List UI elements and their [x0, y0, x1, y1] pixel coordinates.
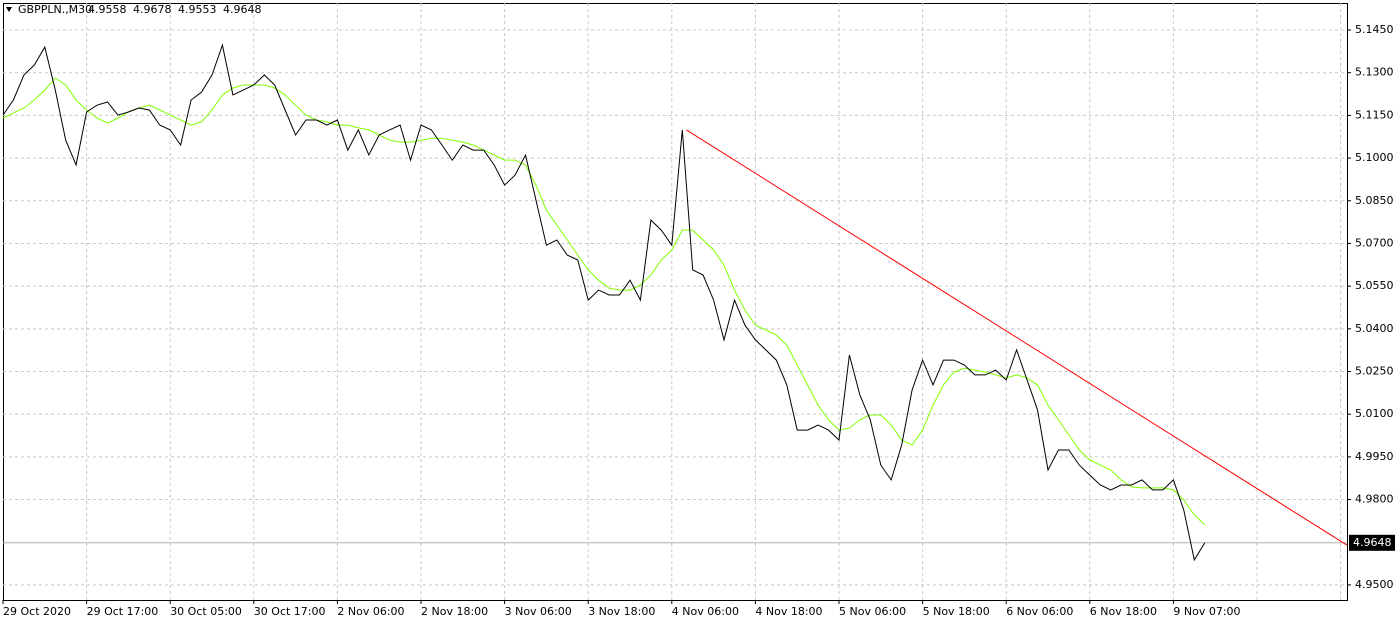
y-tick-label: 5.0550: [1355, 279, 1394, 292]
x-tick-label: 2 Nov 06:00: [337, 605, 404, 618]
x-tick-label: 5 Nov 06:00: [839, 605, 906, 618]
header: GBPPLN.,M30 4.9558 4.9678 4.9553 4.9648: [6, 3, 262, 16]
x-tick-label: 3 Nov 18:00: [588, 605, 655, 618]
open: 4.9558: [88, 3, 127, 16]
close: 4.9648: [223, 3, 262, 16]
y-tick-label: 4.9950: [1355, 450, 1394, 463]
trend-line: [686, 129, 1348, 546]
x-tick-label: 29 Oct 17:00: [87, 605, 159, 618]
y-tick-label: 4.9500: [1355, 578, 1394, 591]
y-tick-label: 5.0850: [1355, 194, 1394, 207]
x-tick-label: 30 Oct 05:00: [170, 605, 242, 618]
grid: [3, 3, 1347, 600]
y-tick-label: 5.1150: [1355, 108, 1394, 121]
y-tick-label: 4.9800: [1355, 493, 1394, 506]
y-tick-label: 5.1300: [1355, 66, 1394, 79]
x-tick-label: 4 Nov 06:00: [672, 605, 739, 618]
x-tick-label: 30 Oct 17:00: [254, 605, 326, 618]
x-tick-label: 9 Nov 07:00: [1173, 605, 1240, 618]
y-tick-label: 5.0250: [1355, 365, 1394, 378]
high: 4.9678: [133, 3, 172, 16]
low: 4.9553: [178, 3, 217, 16]
plot-frame: [3, 3, 1348, 601]
price-line: [2, 43, 1206, 562]
x-tick-label: 3 Nov 06:00: [505, 605, 572, 618]
last-price-label: 4.9648: [1353, 536, 1392, 549]
y-tick-label: 5.1450: [1355, 23, 1394, 36]
y-tick-label: 5.0400: [1355, 322, 1394, 335]
x-tick-label: 6 Nov 06:00: [1006, 605, 1073, 618]
marks: [2, 43, 1348, 562]
last-price-box: [1349, 534, 1395, 551]
x-tick-label: 2 Nov 18:00: [421, 605, 488, 618]
y-tick-label: 5.0100: [1355, 407, 1394, 420]
menu-triangle: [6, 7, 12, 12]
x-tick-label: 6 Nov 18:00: [1090, 605, 1157, 618]
y-tick-label: 5.0700: [1355, 236, 1394, 249]
x-tick-label: 5 Nov 18:00: [923, 605, 990, 618]
x-tick-label: 4 Nov 18:00: [755, 605, 822, 618]
x-tick-label: 29 Oct 2020: [3, 605, 71, 618]
symbol: GBPPLN.,M30: [18, 3, 92, 16]
y-tick-label: 5.1000: [1355, 151, 1394, 164]
price-line: [2, 77, 1206, 526]
